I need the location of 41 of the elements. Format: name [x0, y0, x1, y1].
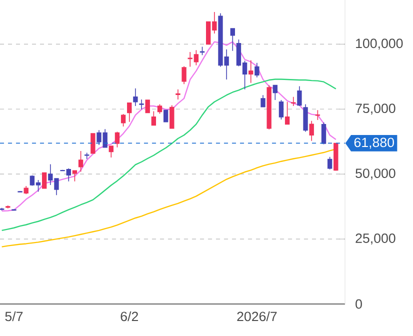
- candlestick: [90, 133, 96, 154]
- candlestick: [84, 152, 90, 160]
- candlestick: [133, 88, 138, 106]
- y-tick-label: 50,000: [356, 168, 396, 180]
- candlestick: [78, 150, 84, 172]
- y-tick-label: 0: [356, 299, 362, 309]
- candlestick: [170, 104, 174, 129]
- y-tick-label: 75,000: [356, 104, 396, 115]
- candlestick: [278, 100, 284, 120]
- candlestick: [6, 205, 10, 209]
- candlestick: [327, 156, 332, 170]
- candlestick: [266, 84, 272, 130]
- candlestick: [230, 28, 235, 52]
- x-tick-label: 5/7: [5, 311, 23, 322]
- candlestick: [315, 110, 320, 120]
- candlestick: [284, 101, 290, 125]
- candlestick: [248, 60, 254, 84]
- x-tick-label: 6/2: [120, 311, 138, 322]
- candlestick: [42, 172, 47, 189]
- candlestick: [182, 66, 186, 85]
- y-tick-label: 25,000: [356, 234, 396, 245]
- candlestick: [254, 62, 260, 78]
- candlestick: [297, 86, 302, 106]
- candlestick: [108, 146, 114, 158]
- candlestick: [163, 110, 168, 122]
- ref-line-label: 61,880: [354, 138, 394, 149]
- candlestick: [157, 104, 162, 114]
- candlestick: [139, 99, 144, 110]
- candlestick: [260, 94, 266, 108]
- candlestick: [151, 110, 156, 126]
- candlestick: [291, 96, 296, 106]
- candlestick: [309, 120, 314, 142]
- candlestick: [0, 207, 4, 211]
- candlestick: [72, 170, 78, 182]
- candlestick: [127, 102, 132, 122]
- y-tick-label: 100,000: [356, 38, 403, 50]
- candlestick: [120, 114, 126, 127]
- candlestick: [303, 104, 308, 132]
- candlestick: [24, 186, 28, 194]
- x-tick-label: 2026/7: [237, 311, 277, 322]
- candlestick: [176, 88, 180, 100]
